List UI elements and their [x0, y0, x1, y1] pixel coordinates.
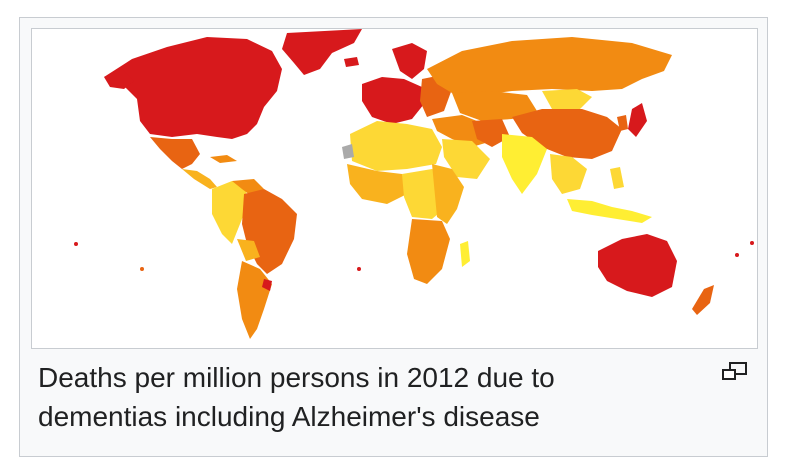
indonesia-region — [567, 199, 652, 223]
island-dot — [140, 267, 144, 271]
west-africa-region — [347, 164, 407, 204]
argentina-chile-region — [237, 261, 272, 339]
japan-region — [628, 103, 647, 137]
island-dot — [357, 267, 361, 271]
western-sahara-region — [342, 144, 354, 159]
island-dot — [750, 241, 754, 245]
east-africa-region — [432, 164, 464, 224]
arabia-region — [442, 139, 490, 179]
madagascar-region — [460, 241, 470, 267]
south-america-northwest-region — [212, 181, 247, 244]
iceland-region — [344, 57, 359, 67]
alaska-region — [104, 69, 134, 89]
brazil-region — [242, 189, 297, 274]
scandinavia-region — [392, 43, 427, 79]
australia-region — [598, 234, 677, 297]
enlarge-icon[interactable] — [720, 361, 750, 383]
caribbean-region — [210, 155, 237, 163]
southeast-asia-region — [550, 154, 587, 194]
india-region — [502, 134, 547, 194]
southern-africa-region — [407, 219, 450, 284]
greenland-region — [282, 29, 362, 75]
central-asia-region — [452, 91, 537, 121]
world-dementia-map[interactable] — [32, 29, 757, 348]
iran-region — [472, 119, 510, 147]
mongolia-region — [542, 89, 592, 109]
island-dot — [735, 253, 739, 257]
mexico-region — [150, 137, 200, 169]
western-europe-region — [362, 77, 424, 124]
bolivia-region — [237, 239, 260, 261]
china-region — [512, 109, 622, 159]
map-image-container[interactable] — [31, 28, 758, 349]
figure-caption: Deaths per million persons in 2012 due t… — [38, 362, 555, 432]
central-america-region — [182, 169, 217, 189]
island-dot — [74, 242, 78, 246]
new-zealand-region — [692, 285, 714, 315]
korea-region — [617, 115, 628, 131]
north-africa-region — [350, 121, 442, 171]
russia-region — [427, 37, 672, 95]
figure-frame: Deaths per million persons in 2012 due t… — [19, 17, 768, 457]
north-america-region — [104, 37, 282, 139]
philippines-region — [610, 167, 624, 189]
uruguay-region — [262, 279, 272, 291]
